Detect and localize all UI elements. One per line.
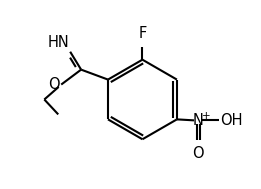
Text: OH: OH [220,113,243,128]
Text: +: + [202,111,211,121]
Text: N: N [193,113,204,128]
Text: O: O [49,77,60,92]
Text: F: F [138,26,147,41]
Text: HN: HN [48,35,69,50]
Text: O: O [193,146,204,161]
